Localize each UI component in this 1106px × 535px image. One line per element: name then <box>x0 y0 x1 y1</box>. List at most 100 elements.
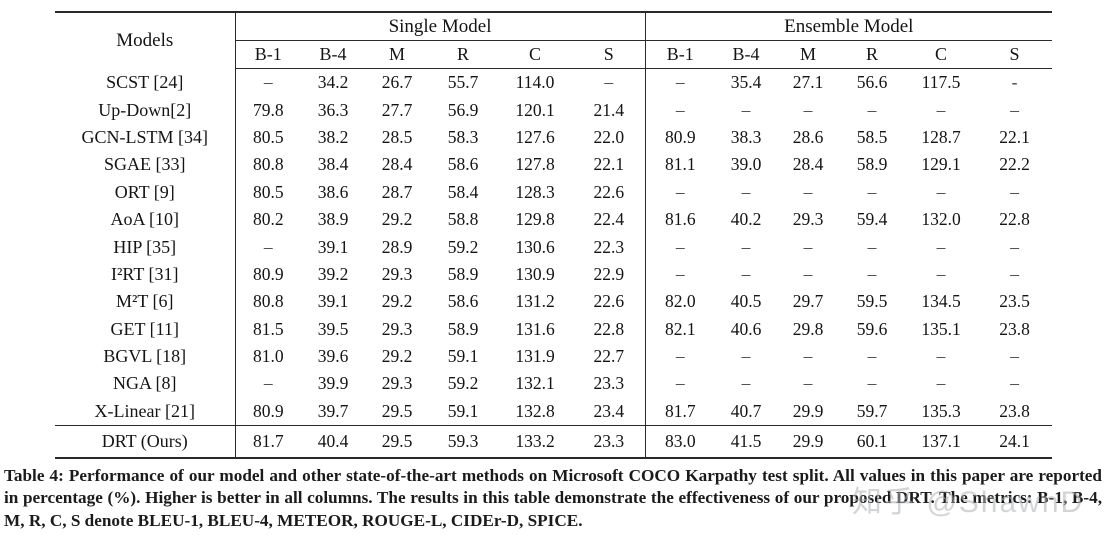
single-m-value: 29.3 <box>381 318 413 339</box>
table-row: ORT [9] 80.5 38.6 28.7 58.4 128.3 22.6 – – – – – – <box>55 178 1052 206</box>
model-name: GCN-LSTM [34] <box>55 123 236 152</box>
ensemble-b-1-value: – <box>675 263 685 284</box>
single-r-value: 55.7 <box>447 72 479 93</box>
single-b-4-value: 39.6 <box>317 346 349 367</box>
single-m-value: 29.3 <box>381 373 413 394</box>
group-header-single-model: Single Model <box>235 11 646 41</box>
ensemble-m-value: 29.8 <box>792 318 824 339</box>
single-b-1-value: 80.8 <box>252 291 284 312</box>
ensemble-b-4-value: – <box>741 373 751 394</box>
group-header-row: Models Single Model Ensemble Model <box>55 11 1053 69</box>
ensemble-r-value: 60.1 <box>839 425 906 460</box>
ensemble-c-value: – <box>936 373 946 394</box>
table-row: DRT (Ours) 81.7 40.4 29.5 59.3 133.2 23.3 83.0 4… <box>55 425 1053 460</box>
single-m-value: 26.7 <box>381 72 413 93</box>
single-c-value: 129.8 <box>515 209 555 230</box>
ensemble-b-1-value: – <box>675 72 685 93</box>
single-m-value: 29.3 <box>381 263 413 284</box>
single-b-1-value: – <box>263 72 273 93</box>
single-r-value: 58.6 <box>447 291 479 312</box>
single-b-1-value: 80.5 <box>252 181 284 202</box>
single-b-1-value: 81.7 <box>235 425 301 460</box>
table-row: M²T [6] 80.8 39.1 29.2 58.6 131.2 22.6 82.0 40.5… <box>55 288 1052 316</box>
model-name: DRT (Ours) <box>55 425 236 460</box>
ensemble-m-value: – <box>803 181 813 202</box>
single-b-1-value: 79.8 <box>252 99 284 120</box>
model-name: M²T [6] <box>55 288 236 316</box>
single-b-1-value: 80.8 <box>252 154 284 175</box>
models-column-header: Models <box>55 11 236 69</box>
single-b-1-value: – <box>263 373 273 394</box>
single-c-value: 132.8 <box>515 400 555 421</box>
single-b-1-value: 80.9 <box>252 263 284 284</box>
ensemble-b-1-value: – <box>675 181 685 202</box>
ensemble-c-value: 129.1 <box>921 154 961 175</box>
ensemble-c-value: – <box>936 346 946 367</box>
ensemble-b-4-value: – <box>741 99 751 120</box>
metric-header-m: M <box>365 40 429 69</box>
ensemble-s-value: – <box>1010 263 1019 284</box>
ensemble-s-value: 22.1 <box>999 126 1030 147</box>
ensemble-b-1-value: – <box>675 373 685 394</box>
model-name: SCST [24] <box>55 68 236 97</box>
ensemble-c-value: 128.7 <box>921 126 961 147</box>
table-body: SCST [24] –34.2 26.7 55.7 114.0– –35.4 27.1 56.… <box>55 68 1053 460</box>
ensemble-b-1-value: 81.7 <box>664 400 696 421</box>
model-name: AoA [10] <box>55 205 236 234</box>
ensemble-c-value: – <box>936 263 946 284</box>
ensemble-r-value: 59.5 <box>856 291 888 312</box>
ensemble-b-4-value: 40.7 <box>730 400 762 421</box>
ensemble-b-4-value: 39.0 <box>730 154 762 175</box>
single-b-4-value: 39.1 <box>317 291 349 312</box>
ensemble-m-value: 28.4 <box>792 154 824 175</box>
ensemble-s-value: – <box>1010 373 1019 394</box>
ensemble-c-value: 132.0 <box>921 209 961 230</box>
ensemble-b-1-value: – <box>675 236 685 257</box>
single-b-4-value: 39.7 <box>317 400 349 421</box>
group-header-ensemble-model: Ensemble Model <box>644 11 1053 41</box>
ensemble-r-value: 58.5 <box>856 126 888 147</box>
ensemble-b-1-value: 82.0 <box>664 291 696 312</box>
metric-header-m: M <box>777 40 840 69</box>
ensemble-s-value: - <box>1011 72 1018 93</box>
ensemble-c-value: 134.5 <box>921 291 961 312</box>
single-c-value: 120.1 <box>515 99 555 120</box>
table-row: GCN-LSTM [34] 80.5 38.2 28.5 58.3 127.6 22.0 80… <box>55 123 1052 152</box>
single-s-value: 22.6 <box>573 178 646 206</box>
single-m-value: 28.9 <box>381 236 413 257</box>
single-m-value: 28.7 <box>381 181 413 202</box>
single-r-value: 58.6 <box>447 154 479 175</box>
ensemble-b-4-value: 40.2 <box>730 209 762 230</box>
ensemble-c-value: 137.1 <box>905 425 978 460</box>
ensemble-m-value: – <box>803 373 813 394</box>
single-c-value: 127.8 <box>515 154 555 175</box>
single-b-4-value: 34.2 <box>317 72 349 93</box>
ensemble-r-value: 56.6 <box>856 72 888 93</box>
table-row: SGAE [33] 80.8 38.4 28.4 58.6 127.8 22.1 81.1 39… <box>55 151 1052 179</box>
single-s-value: 23.3 <box>573 425 646 460</box>
table-header: Models Single Model Ensemble Model B-1 B-… <box>55 11 1053 69</box>
table-caption: Table 4: Performance of our model and ot… <box>4 466 1102 530</box>
ensemble-b-1-value: 83.0 <box>645 425 716 460</box>
single-r-value: 59.1 <box>447 400 479 421</box>
ensemble-b-4-value: – <box>741 346 751 367</box>
ensemble-r-value: – <box>867 236 877 257</box>
ensemble-m-value: 28.6 <box>792 126 824 147</box>
model-name: I²RT [31] <box>55 260 236 289</box>
single-c-value: 114.0 <box>515 72 555 93</box>
ensemble-m-value: 29.3 <box>792 209 824 230</box>
ensemble-r-value: – <box>867 346 877 367</box>
ensemble-m-value: – <box>803 236 813 257</box>
single-r-value: 59.2 <box>447 373 479 394</box>
ensemble-m-value: – <box>803 346 813 367</box>
single-b-4-value: 39.9 <box>317 373 349 394</box>
ensemble-c-value: 117.5 <box>921 72 961 93</box>
single-s-value: 22.3 <box>573 233 646 261</box>
single-b-4-value: 39.2 <box>317 263 349 284</box>
ensemble-s-value: – <box>1010 236 1019 257</box>
table-row: BGVL [18] 81.0 39.6 29.2 59.1 131.9 22.7 – – – – – – <box>55 342 1052 371</box>
ensemble-b-4-value: – <box>741 236 751 257</box>
metric-header-b-4: B-4 <box>715 40 778 69</box>
single-s-value: 22.0 <box>573 123 646 152</box>
single-b-1-value: 80.9 <box>252 400 284 421</box>
